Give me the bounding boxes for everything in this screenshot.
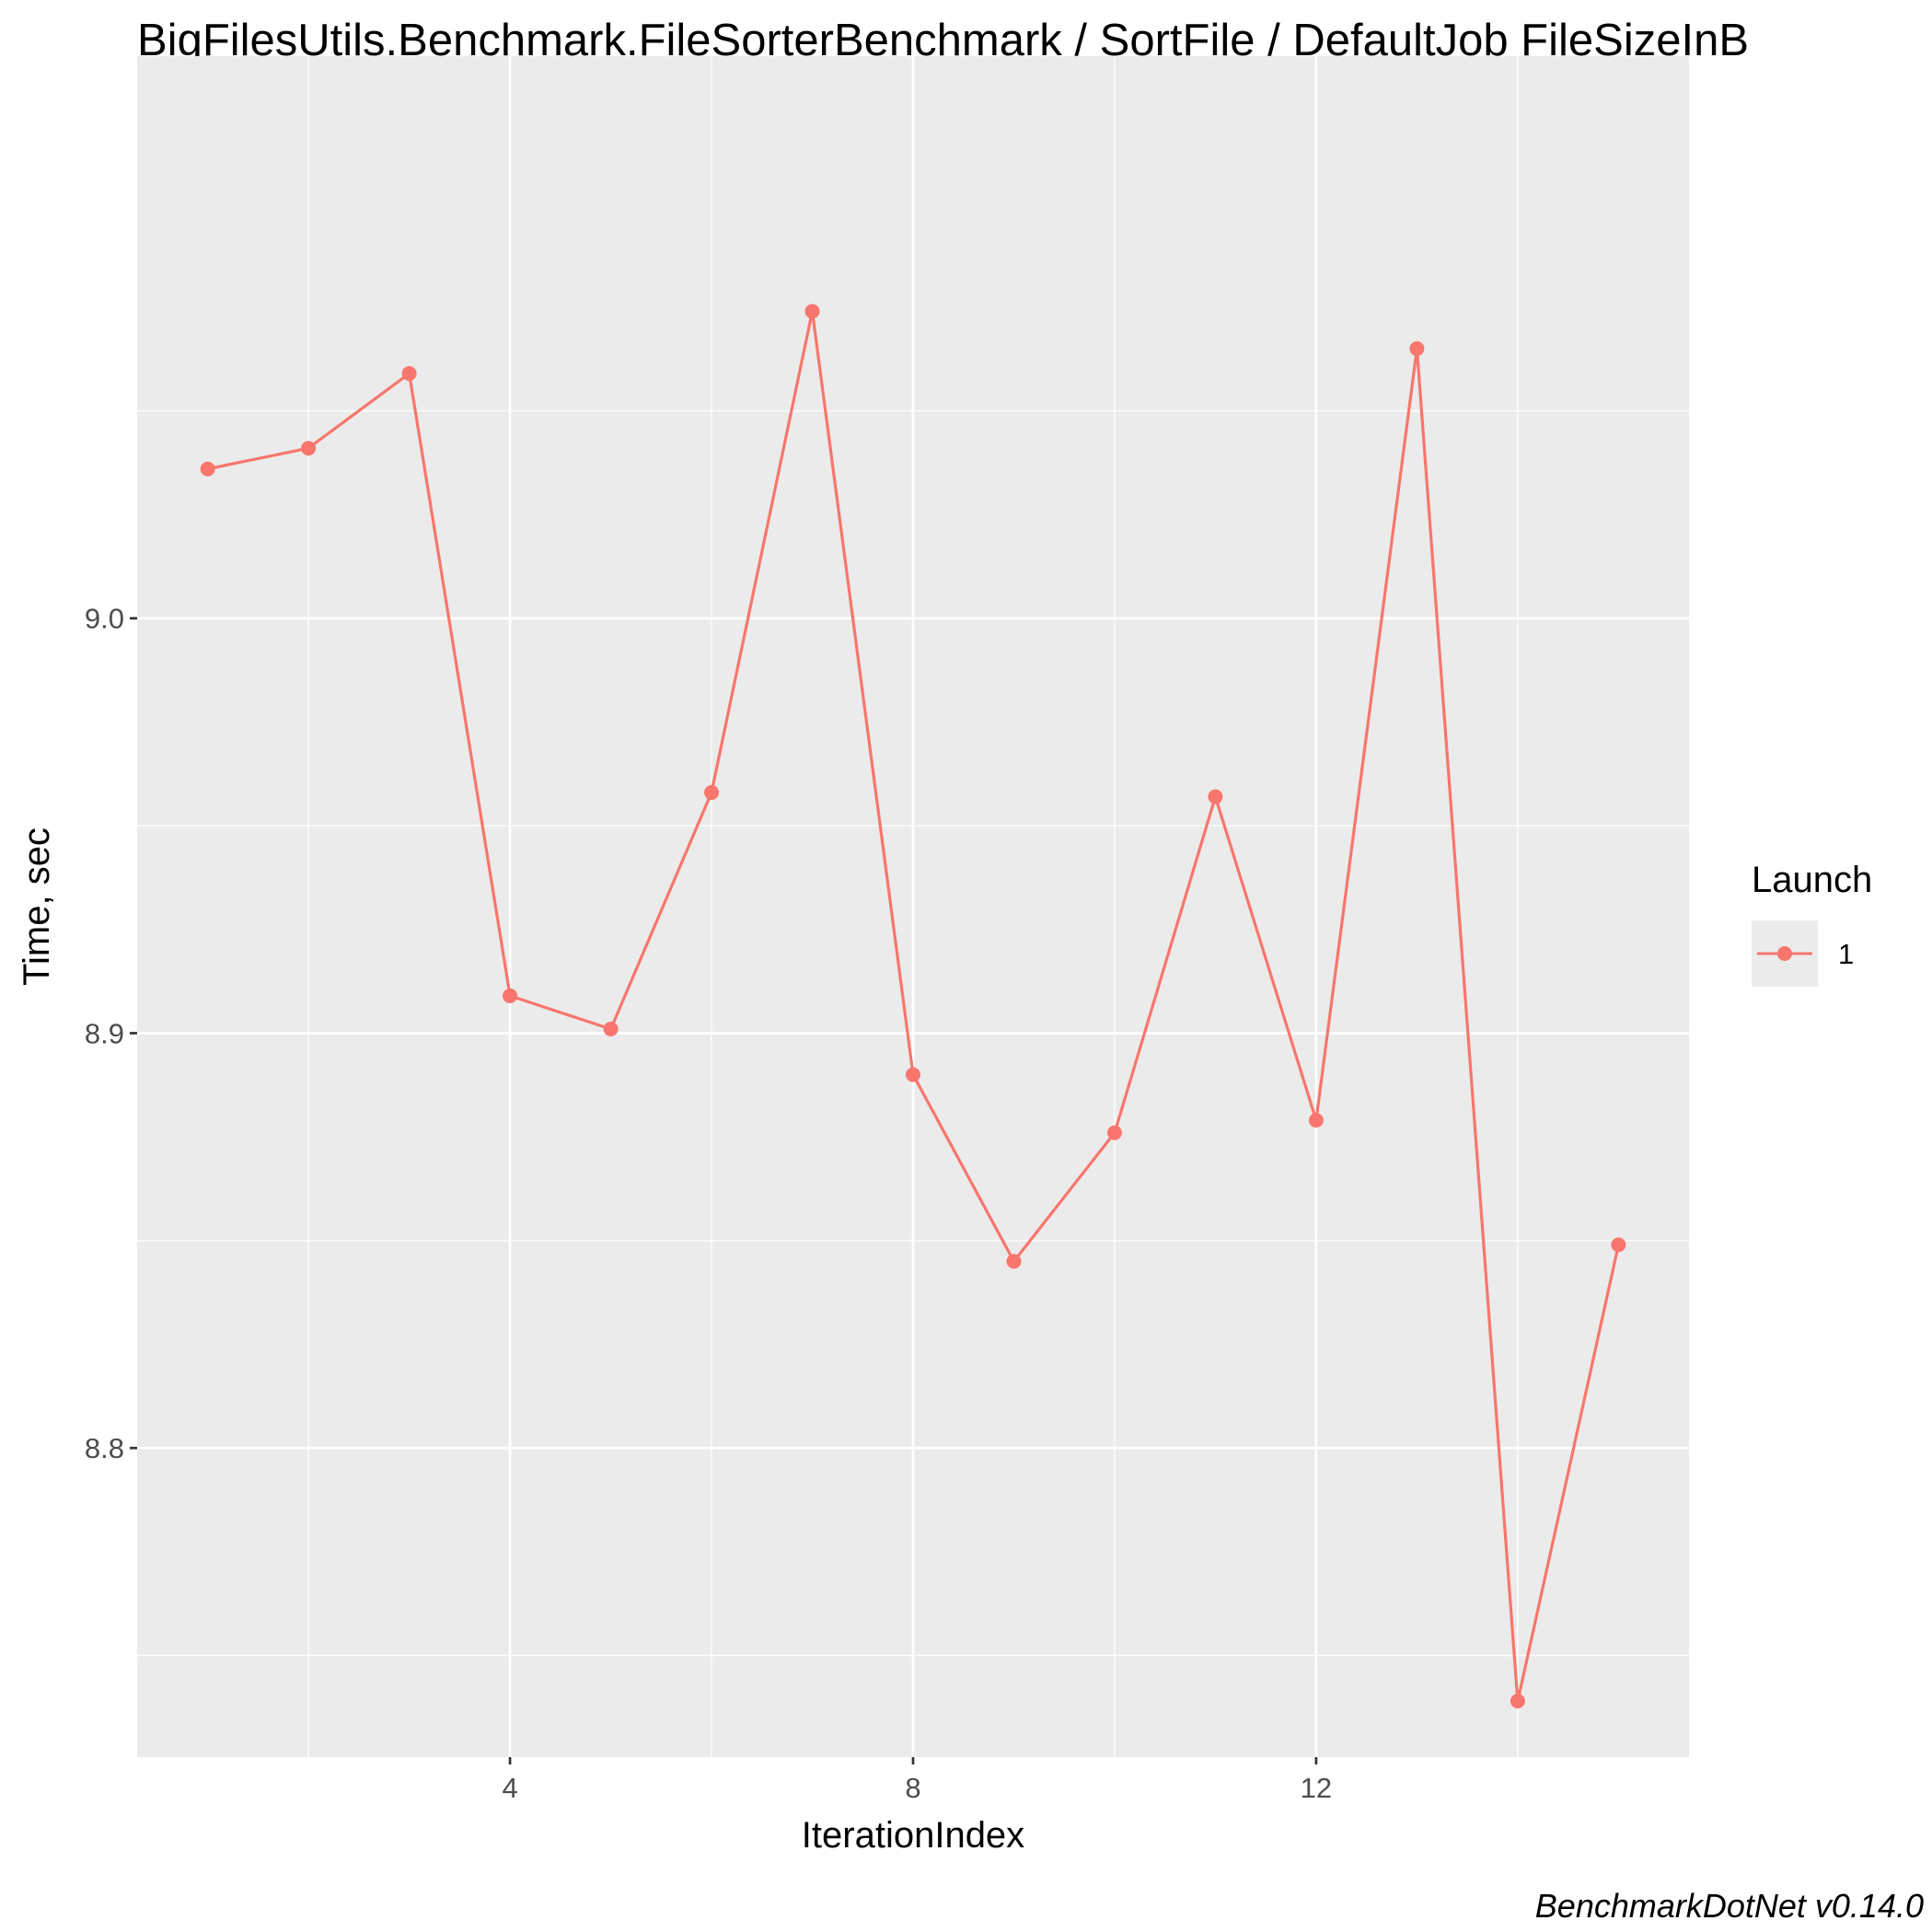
data-point [200,461,215,477]
data-point [503,988,518,1003]
x-tick-labels: 4 8 12 [502,1772,1332,1804]
axis-ticks [130,617,1318,1764]
data-point [1006,1254,1022,1269]
data-point [906,1067,920,1082]
data-point [1510,1694,1525,1709]
y-axis-title: Time, sec [17,827,57,986]
y-tick-label: 8.8 [85,1432,124,1464]
x-tick-label: 4 [502,1772,517,1804]
data-point [603,1021,619,1036]
data-point [1208,789,1223,804]
data-point [1611,1237,1626,1253]
legend: Launch 1 [1752,860,1872,987]
x-tick-label: 12 [1301,1772,1332,1804]
major-gridlines [137,56,1689,1757]
legend-label: 1 [1838,938,1854,970]
caption: BenchmarkDotNet v0.14.0 [1535,1887,1924,1925]
data-point [1308,1113,1324,1128]
y-tick-label: 9.0 [85,603,124,635]
series-layer [200,304,1626,1709]
x-axis-title: IterationIndex [802,1815,1024,1856]
data-point [804,304,820,319]
x-tick-label: 8 [905,1772,920,1804]
data-point [704,785,720,801]
data-point [1106,1125,1122,1140]
data-point [1409,341,1425,356]
legend-key-point [1777,946,1792,961]
data-point [301,440,317,456]
y-tick-label: 8.9 [85,1017,124,1049]
legend-title: Launch [1752,860,1872,900]
y-tick-labels: 8.8 8.9 9.0 [85,603,124,1464]
data-point [401,365,417,381]
